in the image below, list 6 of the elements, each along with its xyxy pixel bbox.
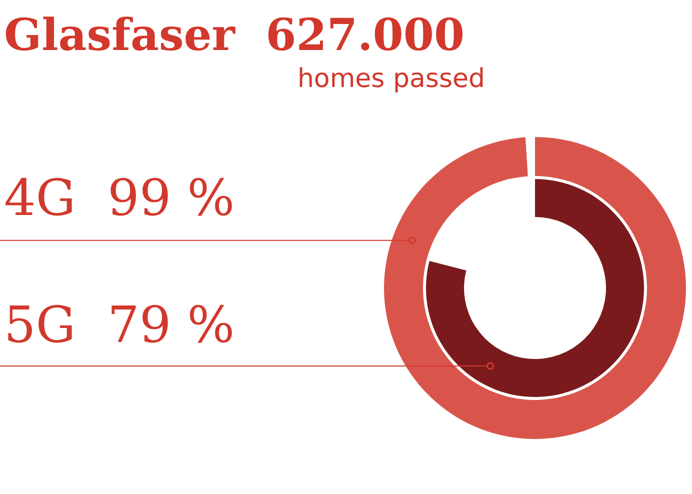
slice-label: 4G (4, 169, 76, 227)
slice-label: 5G (4, 296, 76, 354)
data-label: 79 % (108, 296, 235, 354)
chart-subtitle: homes passed (297, 64, 485, 94)
data-label: 99 % (108, 169, 235, 227)
chart-title: Glasfaser 627.000 (4, 10, 465, 61)
